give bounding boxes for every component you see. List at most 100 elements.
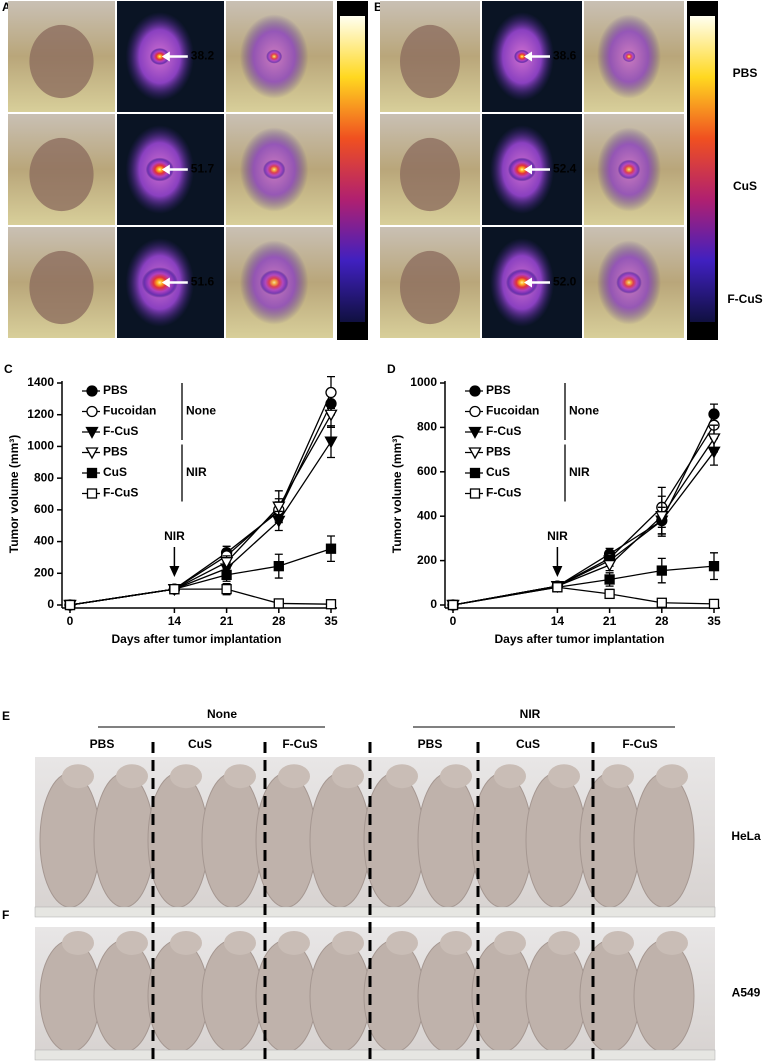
mouse-head — [332, 930, 364, 955]
y-tick-label: 1000 — [27, 439, 54, 453]
mouse — [309, 939, 371, 1053]
data-point — [273, 598, 284, 609]
legend-marker — [469, 405, 481, 418]
mouse — [471, 772, 533, 908]
temperature-label: 38.2 — [191, 49, 215, 63]
overlay-spot — [617, 159, 641, 180]
treatment-label: PBS — [418, 737, 443, 751]
legend-marker — [86, 488, 98, 499]
mouse-head — [116, 930, 148, 955]
row-label: F-CuS — [727, 292, 762, 306]
mouse-head — [170, 764, 202, 789]
mouse-head — [116, 764, 148, 789]
panel-letter: C — [4, 362, 13, 376]
panel-letter: E — [2, 709, 10, 723]
mouse — [417, 939, 479, 1053]
legend-group-label: None — [186, 404, 216, 418]
colorbar-max: 65.0 — [690, 1, 714, 15]
legend-marker — [469, 385, 481, 397]
y-tick-label: 400 — [417, 508, 437, 522]
overlay-spot — [616, 271, 642, 294]
legend-label: F-CuS — [103, 486, 138, 500]
data-point — [324, 409, 338, 422]
y-tick-label: 1200 — [27, 407, 54, 421]
mouse — [579, 939, 641, 1053]
data-point — [273, 561, 284, 572]
mouse-head — [278, 930, 310, 955]
series-line — [69, 414, 332, 606]
mouse — [147, 939, 209, 1053]
x-tick-label: 35 — [707, 614, 721, 628]
y-tick-label: 0 — [430, 597, 437, 611]
y-tick-label: 1000 — [410, 375, 437, 389]
x-tick-label: 35 — [324, 614, 338, 628]
temperature-label: 51.6 — [191, 275, 215, 289]
arrow-head — [161, 164, 170, 175]
x-tick-label: 21 — [220, 614, 234, 628]
annotation-arrow-head — [169, 566, 180, 577]
mouse — [633, 939, 695, 1053]
mouse — [363, 939, 425, 1053]
data-point — [64, 599, 76, 611]
colorbar — [340, 16, 365, 322]
data-point — [604, 574, 615, 585]
series-line — [452, 413, 715, 606]
mouse-head — [332, 764, 364, 789]
mouse-head — [656, 930, 688, 955]
data-point — [325, 386, 337, 399]
group-label: None — [207, 707, 237, 721]
legend-label: CuS — [103, 465, 127, 479]
mouse — [400, 250, 460, 325]
legend-marker — [469, 467, 481, 479]
row-label: PBS — [733, 66, 758, 80]
mouse-head — [440, 930, 472, 955]
arrow-head — [524, 164, 532, 175]
x-tick-label: 28 — [272, 614, 286, 628]
heat-spot — [514, 49, 530, 64]
legend-label: PBS — [486, 383, 511, 397]
data-point — [552, 582, 563, 593]
panel-letter: B — [374, 0, 383, 14]
mouse-head — [386, 764, 418, 789]
x-axis-label: Days after tumor implantation — [494, 632, 664, 646]
series-line — [69, 588, 332, 606]
panel-letter: A — [2, 0, 11, 14]
heat-spot — [149, 48, 170, 65]
data-point — [325, 599, 337, 610]
x-tick-label: 14 — [168, 614, 182, 628]
temperature-label: 52.4 — [553, 162, 577, 176]
mouse — [39, 772, 101, 908]
annotation-arrow-head — [552, 566, 563, 577]
mouse — [579, 772, 641, 908]
temperature-label: 51.7 — [191, 162, 215, 176]
legend-group-label: None — [569, 404, 599, 418]
mouse-head — [278, 764, 310, 789]
legend-label: F-CuS — [103, 424, 138, 438]
overlay-spot — [259, 269, 289, 296]
legend-label: Fucoidan — [103, 404, 156, 418]
row-label: CuS — [733, 179, 757, 193]
colorbar-min: 25.0 — [690, 324, 714, 338]
data-point — [707, 433, 721, 446]
treatment-label: PBS — [90, 737, 115, 751]
legend-group-label: NIR — [186, 465, 207, 479]
mouse — [309, 772, 371, 908]
ruler — [34, 906, 716, 918]
y-tick-label: 0 — [47, 597, 54, 611]
x-axis-label: Days after tumor implantation — [111, 632, 281, 646]
colorbar — [690, 16, 715, 322]
group-label: NIR — [520, 707, 541, 721]
colorbar-max: 65.0 — [340, 1, 364, 15]
mouse — [29, 250, 94, 325]
data-point — [221, 569, 232, 581]
mouse — [525, 772, 587, 908]
legend-marker — [86, 405, 98, 418]
mouse-head — [386, 930, 418, 955]
heat-spot — [508, 157, 536, 182]
series-line — [69, 548, 332, 606]
mouse — [39, 939, 101, 1053]
heat-spot — [145, 157, 174, 182]
legend-marker — [86, 467, 98, 479]
mouse — [400, 137, 460, 212]
arrow-head — [161, 51, 170, 62]
